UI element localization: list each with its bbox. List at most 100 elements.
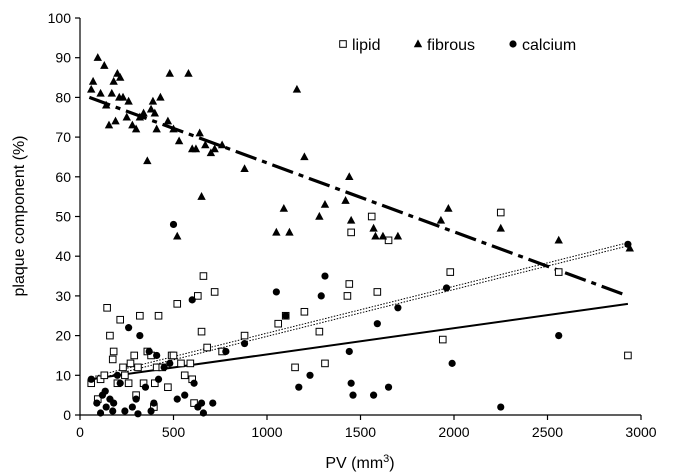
y-axis-title: plaque component (%) [11, 136, 28, 297]
calcium-point [347, 379, 355, 387]
calcium-point [116, 379, 124, 387]
calcium-point [93, 399, 101, 407]
fibrous-point [169, 124, 178, 133]
calcium-point [394, 304, 402, 312]
lipid-point [119, 363, 127, 372]
fibrous-point [341, 196, 350, 204]
legend-marker-fibrous [413, 39, 423, 48]
lipid-point [554, 268, 563, 276]
lipid-point [103, 304, 111, 312]
calcium-point [624, 240, 632, 248]
x-ticks: 0 500 1000 1500 2000 2500 3000 [76, 415, 657, 440]
fibrous-point [184, 68, 193, 77]
fibrous-point [93, 53, 102, 61]
lipid-point [367, 212, 376, 221]
fibrous-point [625, 243, 634, 252]
fibrous-point [206, 148, 216, 157]
calcium-point [132, 395, 140, 403]
lipid-point [210, 288, 219, 296]
lipid-point [240, 331, 249, 340]
fibrous-point [124, 96, 133, 105]
calcium-point [199, 409, 208, 417]
calcium-point [87, 375, 95, 383]
lipid-point [186, 359, 195, 368]
lipid-point [108, 355, 117, 364]
fibrous-point [279, 203, 289, 212]
lipid-point [446, 268, 455, 276]
lipid-point [194, 292, 202, 300]
fibrous-point [369, 223, 378, 232]
lipid-point [164, 383, 172, 392]
calcium-trendline [89, 302, 629, 381]
fibrous-point [100, 61, 109, 69]
legend-item-calcium: calcium [509, 37, 576, 54]
calcium-point [113, 371, 121, 379]
data-points [87, 53, 634, 418]
x-axis-title-superscript: 3 [383, 453, 389, 465]
fibrous-point [148, 96, 158, 105]
calcium-point [181, 391, 189, 399]
fibrous-point [116, 72, 125, 81]
fibrous-series [87, 53, 634, 252]
legend: lipid fibrous calcium [339, 37, 576, 54]
legend-marker-calcium [509, 40, 517, 48]
x-axis-title: PV (mm3) [325, 453, 394, 472]
fibrous-point [292, 84, 302, 93]
lipid-trendline [89, 242, 629, 382]
calcium-point [147, 407, 155, 415]
lipid-point [106, 331, 114, 340]
calcium-point [101, 387, 109, 395]
fibrous-point [101, 100, 111, 109]
x-tick-label: 3000 [625, 424, 656, 440]
legend-label-lipid: lipid [352, 37, 380, 54]
calcium-point [209, 399, 217, 407]
lipid-point [321, 359, 329, 368]
lipid-point [124, 379, 133, 388]
x-tick-label: 1500 [345, 424, 376, 440]
y-tick-label: 20 [55, 328, 71, 344]
y-tick-label: 40 [55, 248, 71, 264]
calcium-point [345, 347, 353, 356]
lipid-point [199, 272, 208, 280]
fibrous-point [378, 231, 388, 240]
lipid-point [190, 399, 198, 407]
y-tick-label: 0 [63, 407, 71, 423]
legend-label-calcium: calcium [522, 37, 576, 54]
y-tick-label: 60 [55, 169, 71, 185]
calcium-point [128, 403, 136, 411]
fibrous-point [210, 144, 219, 153]
calcium-point [497, 403, 505, 411]
fibrous-point [346, 215, 356, 224]
fibrous-point [87, 84, 96, 93]
fibrous-point [272, 227, 281, 236]
calcium-point [121, 407, 129, 415]
fibrous-point [191, 144, 201, 153]
lipid-point [100, 371, 109, 380]
fibrous-point [436, 215, 446, 224]
legend-marker-lipid [339, 40, 347, 48]
lipid-point [134, 363, 142, 372]
lipid-point [373, 288, 382, 296]
calcium-point [369, 391, 378, 399]
calcium-point [125, 324, 133, 332]
fibrous-point [96, 88, 105, 97]
lipid-point [438, 335, 447, 344]
fibrous-point [240, 164, 249, 173]
lipid-point [177, 359, 185, 368]
lipid-series [87, 208, 632, 411]
lipid-point [343, 292, 352, 300]
trendlines [88, 95, 629, 382]
axes [79, 18, 641, 416]
lipid-point [624, 351, 632, 360]
calcium-point [442, 284, 451, 292]
calcium-point [154, 375, 163, 383]
calcium-point [306, 371, 314, 379]
fibrous-point [554, 235, 563, 244]
calcium-point [109, 407, 117, 415]
calcium-point [384, 383, 393, 391]
fibrous-point [345, 172, 354, 180]
calcium-point [141, 383, 150, 391]
lipid-point [345, 280, 354, 288]
fibrous-point [128, 120, 137, 129]
